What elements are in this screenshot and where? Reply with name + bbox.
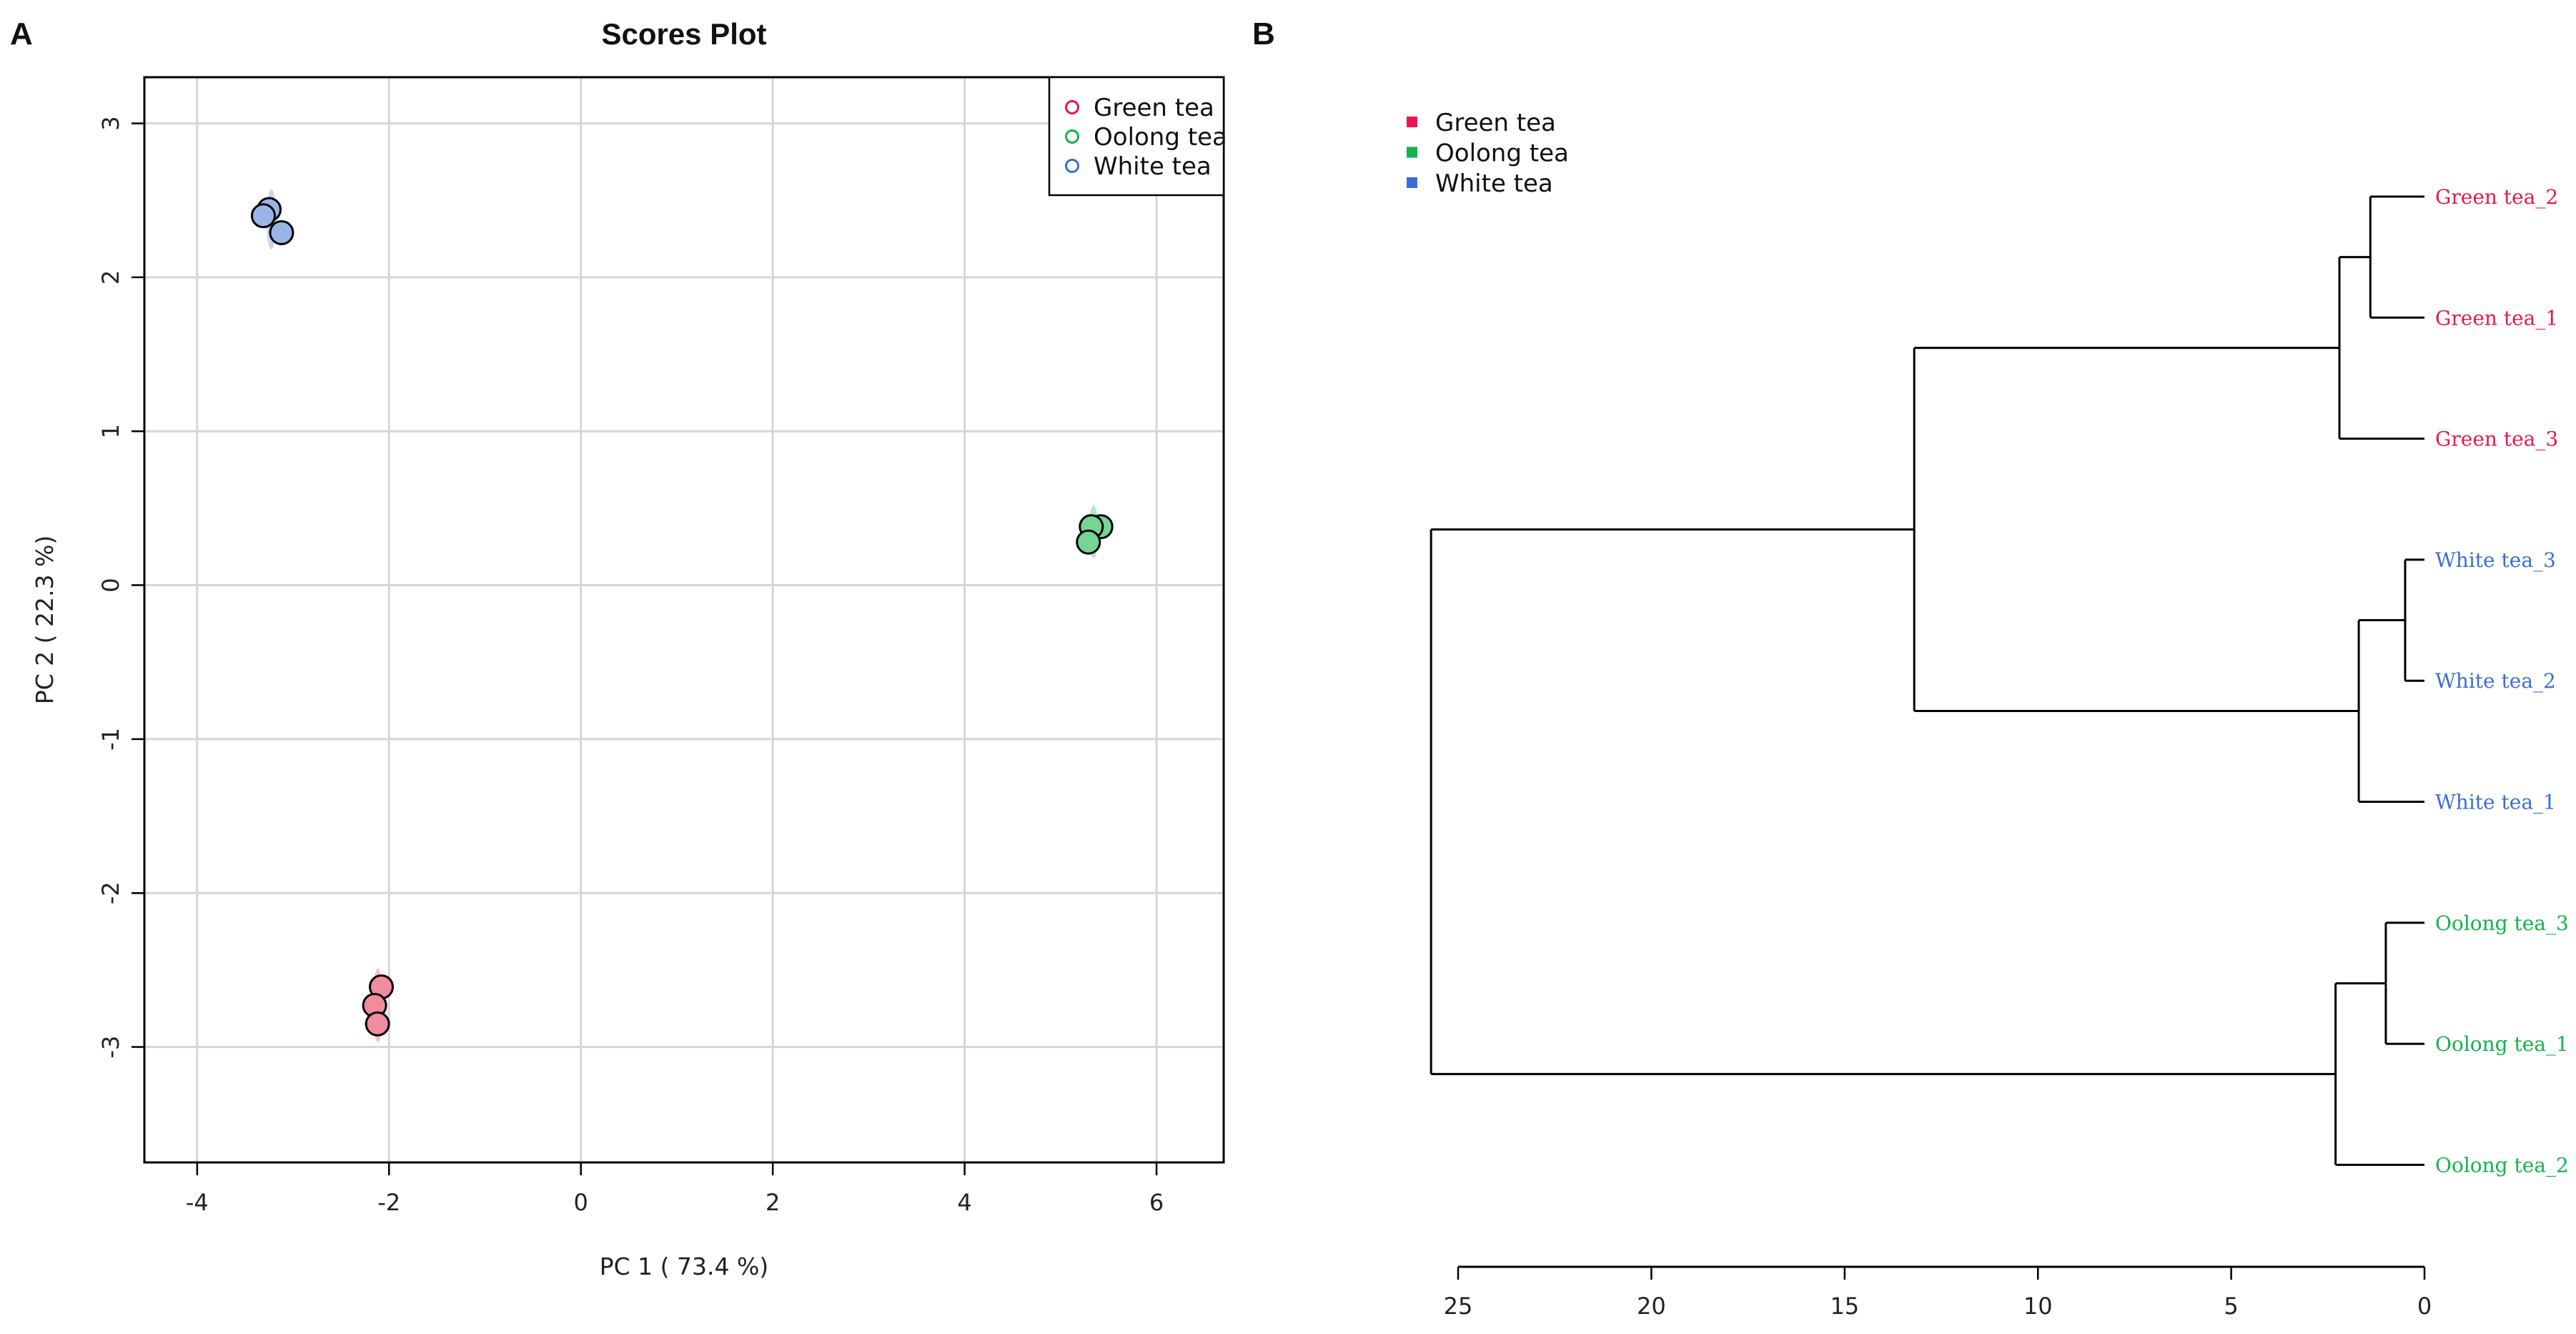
y-axis: -3 -2 -1 0 1 2 3: [97, 116, 144, 1058]
legend-swatch: [1407, 117, 1417, 127]
x-tick-label: 0: [574, 1189, 588, 1216]
leaf-label: Oolong tea_3: [2435, 911, 2569, 935]
x-tick-label: 4: [957, 1189, 971, 1216]
legend-label: Oolong tea: [1435, 139, 1569, 168]
leaf-labels: Green tea_2 Green tea_1 Green tea_3 White t…: [2435, 185, 2569, 1177]
leaf-label: White tea_3: [2435, 548, 2556, 572]
legend-swatch: [1407, 177, 1417, 188]
y-tick-label: -2: [97, 881, 124, 904]
legend-label: Green tea: [1435, 109, 1556, 137]
data-point: [269, 219, 294, 245]
data-point: [1076, 529, 1101, 555]
legend-marker: [1065, 129, 1079, 144]
y-axis-label: PC 2 ( 22.3 %): [31, 535, 59, 704]
legend-label: Green tea: [1094, 94, 1214, 122]
x-axis: -4 -2 0 2 4 6: [186, 1162, 1164, 1216]
x-tick-label: -4: [186, 1189, 209, 1216]
x-tick-label: -2: [377, 1189, 400, 1216]
y-tick-label: 3: [97, 116, 124, 130]
legend-marker: [1065, 159, 1079, 173]
axis-tick-label: 20: [1637, 1293, 1666, 1320]
chart-title: Scores Plot: [601, 17, 766, 51]
data-points: [250, 189, 1114, 1043]
y-tick-label: 2: [97, 270, 124, 285]
axis-tick-label: 25: [1444, 1293, 1473, 1320]
data-point: [365, 1011, 390, 1037]
y-tick-label: -1: [97, 728, 124, 751]
grid: [144, 77, 1224, 1162]
axis-tick-label: 10: [2023, 1293, 2053, 1320]
leaf-label: Oolong tea_2: [2435, 1153, 2569, 1177]
legend-marker: [1065, 100, 1079, 114]
x-tick-label: 6: [1149, 1189, 1164, 1216]
axis-tick-label: 5: [2224, 1293, 2238, 1320]
y-tick-label: 1: [97, 424, 124, 438]
y-tick-label: 0: [97, 578, 124, 592]
leaf-label: Green tea_2: [2435, 185, 2558, 209]
axis-tick-label: 0: [2417, 1293, 2432, 1320]
legend-label: White tea: [1435, 169, 1553, 198]
leaf-label: Green tea_3: [2435, 428, 2558, 451]
plot-frame: [143, 76, 1225, 1164]
leaf-label: Green tea_1: [2435, 306, 2558, 330]
axis-tick-label: 15: [1830, 1293, 1859, 1320]
legend-label: Oolong tea: [1094, 123, 1227, 152]
leaf-label: White tea_2: [2435, 669, 2556, 693]
leaf-label: Oolong tea_1: [2435, 1032, 2569, 1056]
y-tick-label: -3: [97, 1036, 124, 1059]
scores-plot: Scores Plot -4 -2 0 2 4 6 -3 -2 -1 0 1 2 3 PC 1 ( 7…: [31, 17, 1227, 1280]
x-tick-label: 2: [766, 1189, 780, 1216]
dendrogram-branches: [1430, 195, 2424, 1166]
data-point: [250, 203, 276, 229]
panel-a-letter: A: [10, 16, 33, 51]
height-axis: 25 20 15 10 5 0: [1444, 1265, 2432, 1320]
leaf-label: White tea_1: [2435, 791, 2556, 814]
x-axis-label: PC 1 ( 73.4 %): [600, 1253, 768, 1280]
legend-label: White tea: [1094, 152, 1212, 181]
panel-b-letter: B: [1252, 16, 1275, 51]
legend-swatch: [1407, 147, 1417, 158]
